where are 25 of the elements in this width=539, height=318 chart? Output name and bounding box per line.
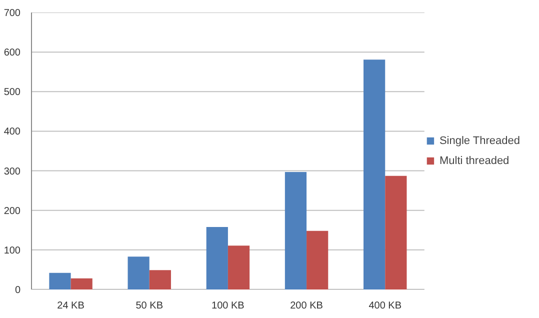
bar [284, 172, 307, 290]
bar [385, 176, 407, 290]
x-tick-label: 400 KB [368, 300, 402, 312]
x-tick-label: 200 KB [290, 300, 324, 312]
bar [149, 270, 171, 290]
x-tick-label: 24 KB [57, 300, 85, 312]
y-tick-label: 400 [4, 126, 21, 138]
y-tick-label: 600 [4, 48, 21, 59]
bar [70, 278, 92, 290]
x-tick-label: 100 KB [212, 300, 245, 312]
bar [128, 256, 150, 290]
bar [306, 230, 328, 290]
legend-label: Multi threaded [439, 154, 510, 166]
bar [206, 226, 228, 290]
bar [228, 246, 250, 290]
y-tick-label: 100 [4, 245, 21, 256]
y-tick-label: 200 [4, 206, 21, 217]
y-tick-label: 300 [4, 166, 21, 178]
y-tick-label: 0 [14, 285, 21, 296]
x-tick-label: 50 KB [136, 300, 164, 312]
y-tick-label: 500 [4, 87, 21, 98]
bar [364, 60, 386, 290]
bar [49, 272, 71, 290]
y-tick-label: 700 [4, 8, 21, 19]
legend-label: Single Threaded [439, 134, 520, 146]
